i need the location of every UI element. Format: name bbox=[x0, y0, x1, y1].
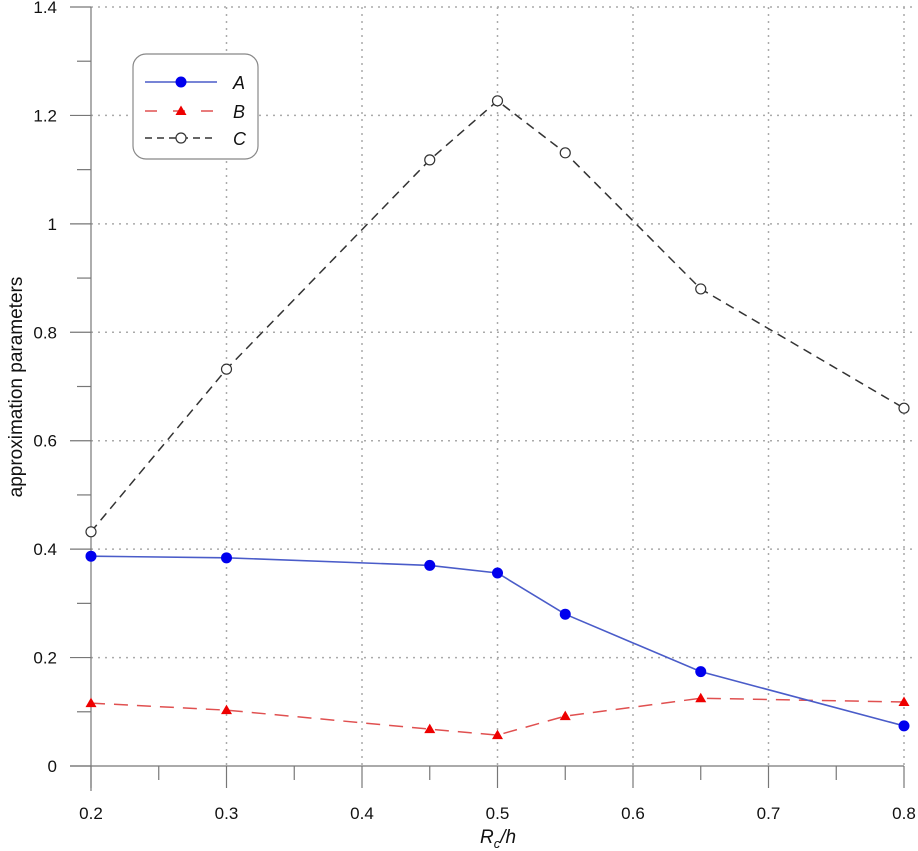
y-tick-label: 1 bbox=[48, 215, 57, 234]
circle-marker bbox=[221, 552, 232, 564]
y-tick-label: 0.8 bbox=[33, 323, 57, 342]
triangle-marker bbox=[898, 696, 910, 707]
circle-marker bbox=[559, 608, 571, 620]
circle-marker bbox=[175, 76, 187, 88]
legend-item-c: C bbox=[145, 129, 247, 149]
grid-lines bbox=[91, 6, 914, 766]
y-tick-label: 0.6 bbox=[33, 432, 57, 451]
legend-item-a: A bbox=[145, 73, 245, 93]
circle-marker bbox=[492, 567, 503, 579]
triangle-marker bbox=[559, 710, 571, 721]
triangle-marker bbox=[695, 692, 707, 703]
open-circle-marker bbox=[559, 147, 571, 159]
x-tick-label: 0.6 bbox=[621, 804, 645, 823]
open-circle-marker bbox=[898, 402, 910, 414]
triangle-marker bbox=[221, 704, 232, 715]
x-tick-label: 0.5 bbox=[486, 804, 510, 823]
triangle-marker bbox=[85, 697, 97, 708]
series-b bbox=[85, 692, 910, 740]
circle-marker bbox=[898, 720, 910, 732]
open-circle-marker bbox=[695, 283, 707, 295]
y-tick-label: 0.4 bbox=[33, 540, 57, 559]
circle-marker bbox=[424, 559, 436, 571]
x-tick-label: 0.8 bbox=[892, 804, 916, 823]
triangle-marker bbox=[492, 729, 503, 740]
y-axis-title: approximation parameters bbox=[6, 277, 27, 498]
y-tick-label: 0.2 bbox=[33, 649, 57, 668]
open-circle-marker bbox=[220, 363, 233, 375]
legend-label: B bbox=[233, 102, 245, 122]
open-circle-marker bbox=[491, 95, 504, 107]
triangle-marker bbox=[424, 723, 436, 734]
x-tick-label: 0.2 bbox=[79, 804, 103, 823]
legend-label: A bbox=[232, 73, 245, 93]
triangle-marker bbox=[175, 105, 187, 115]
legend-label: C bbox=[233, 129, 247, 149]
circle-marker bbox=[695, 666, 707, 678]
open-circle-marker bbox=[175, 132, 187, 144]
legend-box bbox=[132, 53, 259, 160]
open-circle-marker bbox=[424, 154, 436, 166]
y-tick-label: 0 bbox=[48, 757, 57, 776]
legend-item-b: B bbox=[145, 102, 245, 122]
series-c bbox=[85, 95, 910, 538]
y-tick-label: 1.4 bbox=[33, 0, 57, 17]
x-axis-title: Rc/h bbox=[480, 827, 516, 851]
x-tick-label: 0.4 bbox=[350, 804, 374, 823]
y-tick-label: 1.2 bbox=[33, 106, 57, 125]
x-tick-label: 0.3 bbox=[215, 804, 239, 823]
open-circle-marker bbox=[85, 526, 97, 538]
data-series bbox=[85, 95, 910, 740]
x-tick-label: 0.7 bbox=[757, 804, 781, 823]
legend: ABC bbox=[132, 53, 259, 160]
axes: 0 0.2 0.4 0.6 0.8 1 1.2 1.4 0.2 0.3 0.4 0.5 0.6 0.7 0.… bbox=[33, 0, 915, 823]
circle-marker bbox=[85, 550, 97, 562]
series-a bbox=[85, 550, 910, 732]
